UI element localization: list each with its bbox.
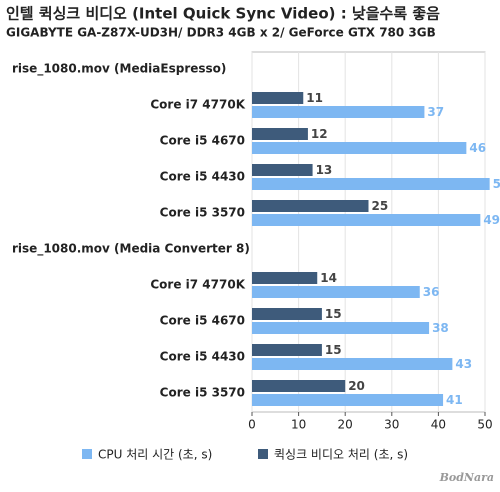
bar [252, 142, 467, 154]
y-tick-label: Core i5 4430 [160, 170, 245, 184]
x-tick-label: 10 [291, 418, 306, 432]
y-tick-label: Core i5 3570 [160, 206, 245, 220]
value-label: 13 [316, 163, 333, 177]
y-tick-label: Core i7 4770K [150, 278, 245, 292]
y-tick-label: Core i5 4670 [160, 134, 245, 148]
value-label: 12 [311, 127, 328, 141]
chart-subtitle: GIGABYTE GA-Z87X-UD3H/ DDR3 4GB x 2/ GeF… [6, 26, 436, 40]
bar [252, 286, 420, 298]
value-label: 46 [469, 141, 486, 155]
value-label: 41 [446, 393, 463, 407]
value-label: 43 [455, 357, 472, 371]
bar [252, 92, 304, 104]
value-label: 36 [423, 285, 440, 299]
group-label: rise_1080.mov (Media Converter 8) [12, 242, 250, 257]
x-tick-label: 0 [248, 418, 256, 432]
bar [252, 308, 322, 320]
value-label: 11 [306, 91, 323, 105]
value-label: 38 [432, 321, 449, 335]
value-label: 14 [320, 271, 337, 285]
value-label: 20 [348, 379, 365, 393]
bar [252, 178, 490, 190]
bar [252, 272, 318, 284]
bar [252, 200, 369, 212]
watermark: BodNara [439, 471, 494, 484]
bar [252, 164, 313, 176]
bar [252, 344, 322, 356]
group-label: rise_1080.mov (MediaEspresso) [12, 62, 226, 77]
bar [252, 106, 425, 118]
x-tick-label: 30 [384, 418, 399, 432]
bar [252, 358, 453, 370]
value-label: 51 [493, 177, 500, 191]
value-label: 15 [325, 343, 342, 357]
legend-label: CPU 처리 시간 (초, s) [98, 448, 212, 462]
y-tick-label: Core i5 4430 [160, 350, 245, 364]
y-tick-label: Core i5 4670 [160, 314, 245, 328]
chart-title: 인텔 퀵싱크 비디오 (Intel Quick Sync Video) : 낮을… [6, 5, 440, 23]
y-tick-label: Core i5 3570 [160, 386, 245, 400]
bar [252, 128, 308, 140]
value-label: 25 [372, 199, 389, 213]
bar [252, 380, 346, 392]
legend-label: 퀵싱크 비디오 처리 (초, s) [274, 448, 408, 462]
bar [252, 394, 444, 406]
x-tick-label: 40 [431, 418, 446, 432]
x-tick-label: 20 [338, 418, 353, 432]
bar [252, 322, 430, 334]
legend-swatch [258, 449, 268, 459]
bar [252, 214, 481, 226]
value-label: 49 [483, 213, 500, 227]
legend-swatch [82, 449, 92, 459]
value-label: 15 [325, 307, 342, 321]
y-tick-label: Core i7 4770K [150, 98, 245, 112]
value-label: 37 [427, 105, 444, 119]
x-tick-label: 50 [477, 418, 492, 432]
